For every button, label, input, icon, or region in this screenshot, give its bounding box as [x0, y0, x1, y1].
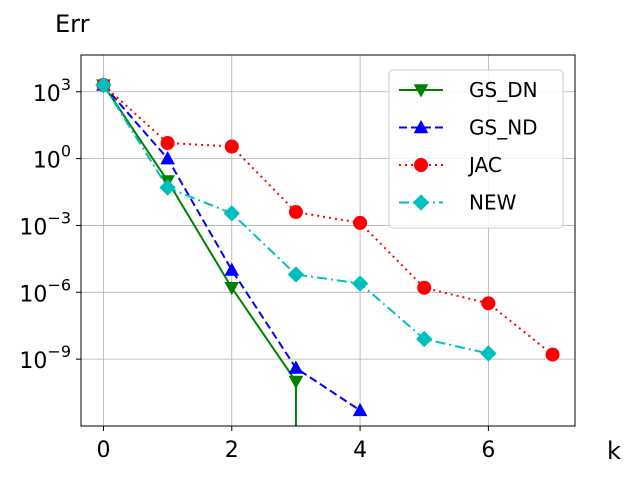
series-layer — [95, 76, 560, 426]
y-tick-base: 10 — [33, 149, 61, 174]
legend-item: NEW — [399, 191, 517, 215]
series-gs-nd — [96, 77, 368, 417]
y-tick-label: 100 — [33, 142, 71, 174]
series-line — [102, 84, 554, 356]
legend-label: GS_DN — [469, 78, 538, 102]
legend-item: GS_DN — [399, 78, 538, 102]
legend-marker — [412, 194, 430, 211]
data-point — [223, 205, 240, 222]
data-point — [288, 360, 304, 374]
legend-label: GS_ND — [469, 116, 538, 140]
grid — [81, 55, 575, 426]
y-tick-exponent: 3 — [61, 75, 71, 94]
data-point — [288, 205, 303, 220]
y-axis-label: Err — [55, 10, 90, 38]
x-tick-label: 4 — [353, 438, 367, 463]
series-line — [102, 84, 297, 426]
x-tick-label: 6 — [481, 438, 495, 463]
data-point — [353, 215, 368, 230]
legend-marker — [414, 158, 428, 172]
series-new — [95, 76, 497, 362]
data-point — [159, 179, 176, 196]
plot-frame — [80, 54, 576, 427]
data-point — [352, 402, 368, 417]
legend-item: GS_ND — [399, 116, 538, 140]
data-point — [481, 296, 496, 311]
data-point — [417, 280, 432, 295]
y-tick-label: 103 — [33, 75, 71, 107]
y-tick-base: 10 — [19, 215, 47, 240]
legend-label: NEW — [469, 191, 517, 215]
data-point — [351, 275, 369, 292]
data-point — [95, 76, 112, 94]
legend-label: JAC — [467, 153, 502, 177]
x-tick-label: 0 — [96, 438, 110, 463]
y-tick-base: 10 — [19, 349, 47, 374]
legend-marker — [413, 119, 429, 134]
y-tick-base: 10 — [33, 82, 61, 107]
data-point — [160, 151, 175, 165]
series-gs-dn — [96, 79, 304, 426]
y-tick-label: 10−9 — [19, 342, 71, 374]
x-axis-label: k — [607, 437, 621, 465]
data-point — [480, 345, 497, 362]
legend-item: JAC — [399, 153, 502, 177]
y-tick-exponent: −3 — [47, 208, 71, 227]
data-point — [224, 262, 240, 276]
data-point — [160, 136, 175, 151]
y-tick-exponent: 0 — [61, 142, 71, 161]
series-line — [102, 84, 361, 412]
data-point — [224, 139, 239, 154]
data-point — [287, 266, 305, 283]
y-tick-exponent: −9 — [47, 342, 71, 361]
y-tick-label: 10−3 — [19, 208, 71, 240]
data-point — [288, 375, 304, 389]
y-tick-exponent: −6 — [47, 275, 71, 294]
y-tick-label: 10−6 — [19, 275, 71, 307]
legend: GS_DN GS_ND JAC NEW — [388, 69, 564, 229]
data-point — [545, 347, 560, 362]
y-tick-base: 10 — [19, 282, 47, 307]
legend-marker — [413, 84, 429, 98]
data-point — [416, 330, 433, 348]
x-tick-label: 2 — [225, 438, 239, 463]
data-point — [224, 282, 240, 296]
legend-box — [388, 69, 564, 229]
